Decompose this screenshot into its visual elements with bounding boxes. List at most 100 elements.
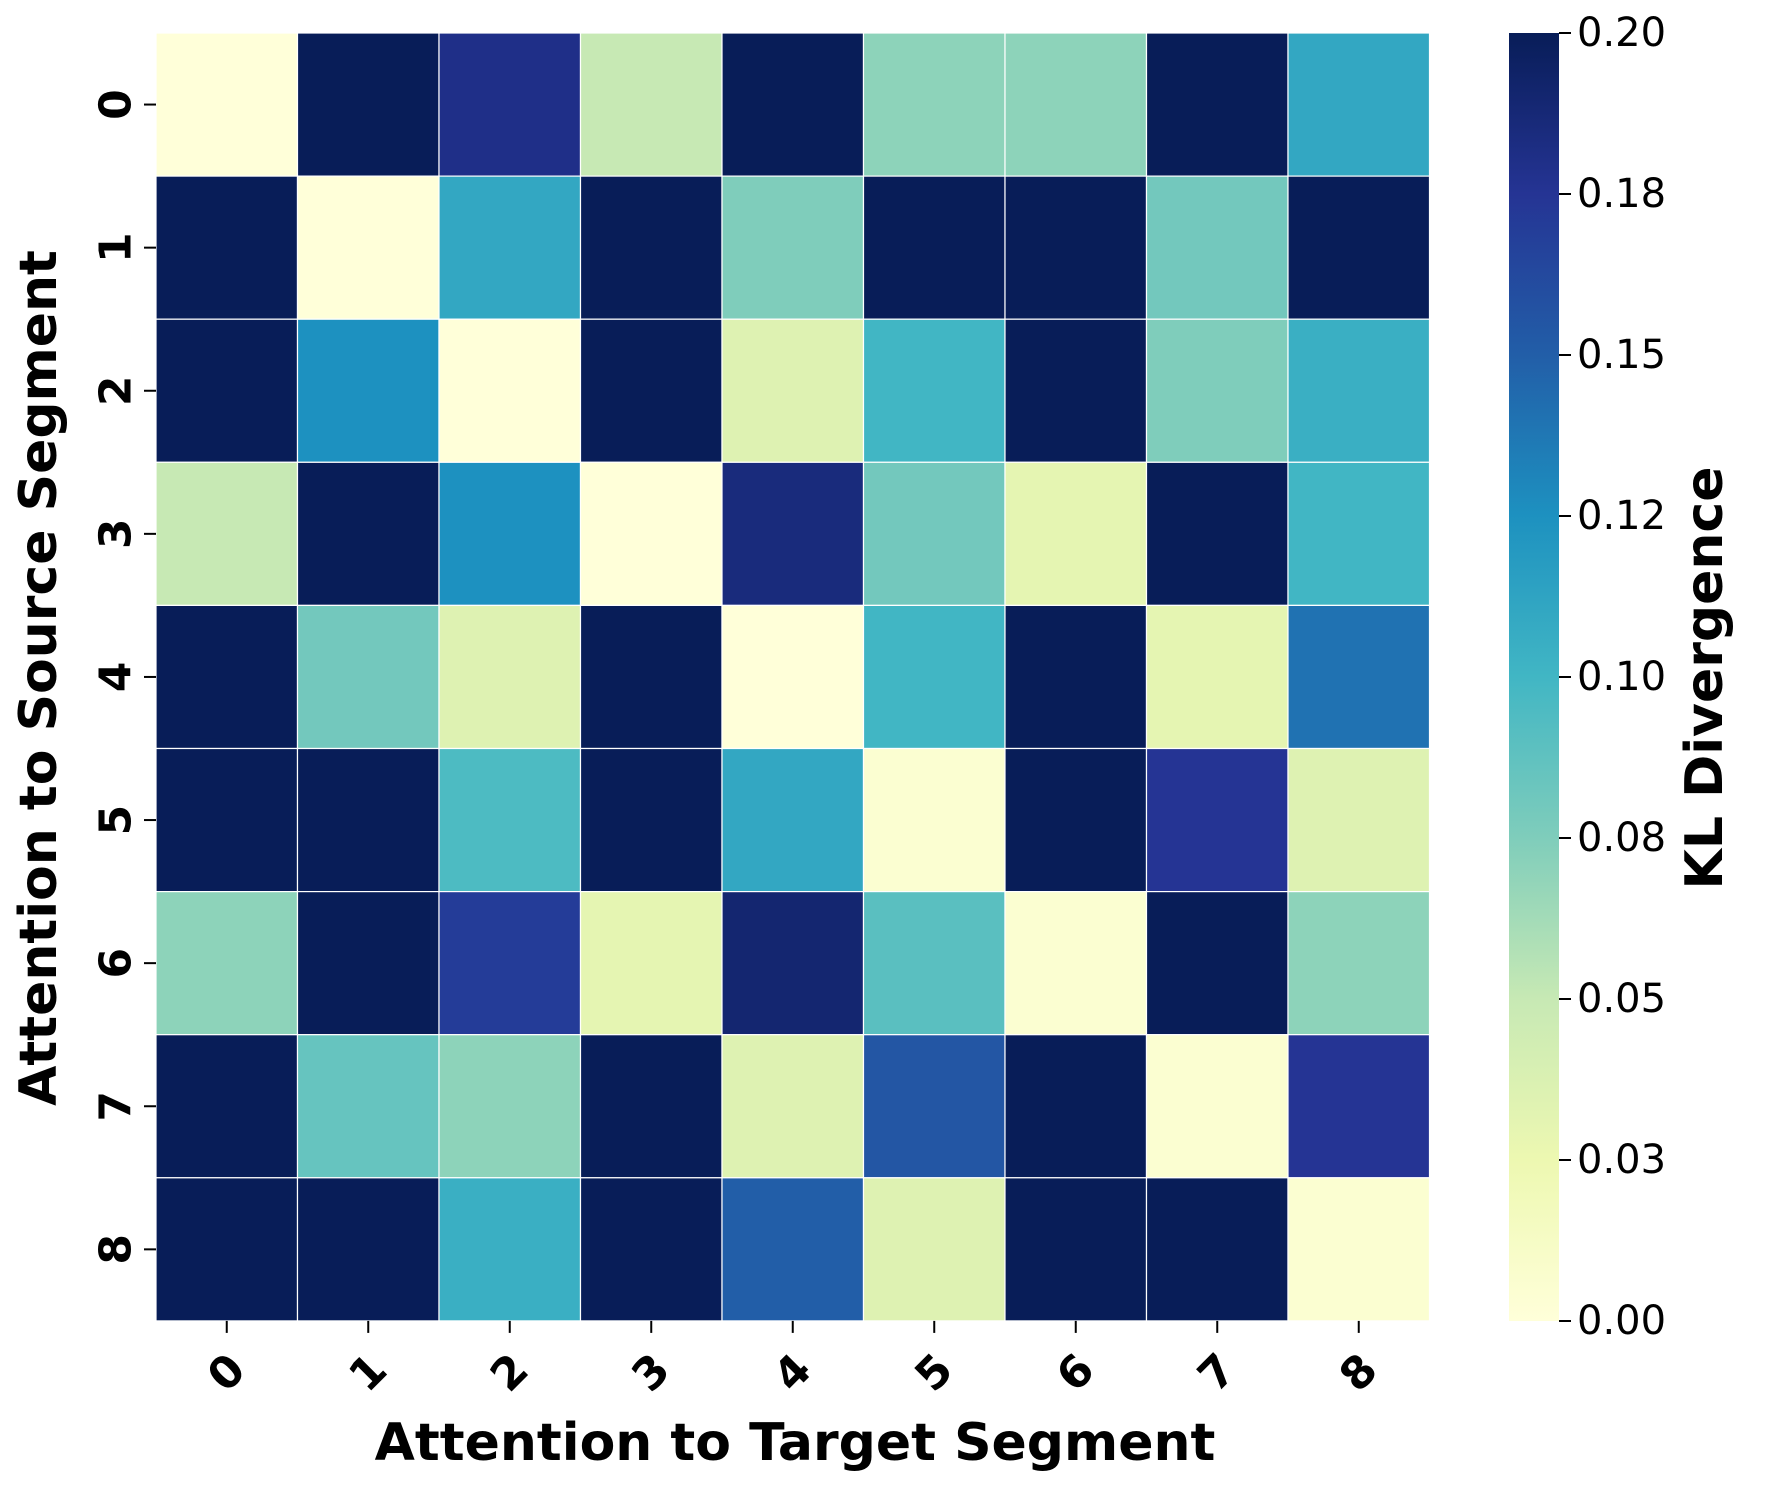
- heatmap-cell-r5-c1: [296, 747, 440, 893]
- heatmap-cell-r8-c6: [1004, 1177, 1148, 1322]
- heatmap-cell-r8-c0: [155, 1177, 299, 1322]
- heatmap-cell-r4-c6: [1004, 604, 1148, 750]
- heatmap-cell-r0-c2: [438, 32, 582, 177]
- heatmap-cell-r2-c5: [862, 318, 1006, 463]
- heatmap-cell-r1-c3: [579, 175, 723, 320]
- heatmap-cell-r1-c0: [155, 175, 299, 320]
- heatmap-cell-r4-c5: [862, 604, 1006, 750]
- colorbar-ticks: 0.00 0.03 0.05 0.08 0.10 0.12 0.15 0.18 0.20: [1559, 10, 1666, 1344]
- heatmap-cell-r0-c6: [1004, 32, 1148, 177]
- heatmap-cell-r8-c7: [1145, 1177, 1289, 1322]
- heatmap-cell-r5-c6: [1004, 747, 1148, 893]
- heatmap-cell-r0-c0: [155, 32, 299, 177]
- heatmap-cell-r1-c7: [1145, 175, 1289, 320]
- colorbar-tick-label-4: 0.10: [1577, 654, 1666, 700]
- heatmap-cell-r4-c1: [296, 604, 440, 750]
- colorbar-tick-label-0: 0.00: [1577, 1298, 1666, 1344]
- heatmap-cell-r0-c5: [862, 32, 1006, 177]
- heatmap-cell-r1-c2: [438, 175, 582, 320]
- heatmap-cell-r2-c0: [155, 318, 299, 463]
- heatmap-cell-r2-c7: [1145, 318, 1289, 463]
- colorbar-tick-label-1: 0.03: [1577, 1137, 1666, 1183]
- y-tick-label-3: 3: [91, 519, 142, 550]
- heatmap-cell-r0-c1: [296, 32, 440, 177]
- y-tick-label-6: 6: [91, 948, 142, 979]
- y-tick-label-2: 2: [91, 375, 142, 406]
- heatmap-cell-r0-c7: [1145, 32, 1289, 177]
- y-tick-label-1: 1: [91, 232, 142, 263]
- heatmap-cells: [155, 32, 1431, 1322]
- colorbar-tick-label-3: 0.08: [1577, 815, 1666, 861]
- y-tick-label-7: 7: [91, 1091, 142, 1122]
- heatmap-cell-r8-c2: [438, 1177, 582, 1322]
- heatmap-cell-r3-c8: [1287, 461, 1431, 606]
- heatmap-cell-r8-c3: [579, 1177, 723, 1322]
- x-tick-label-5: 5: [905, 1344, 963, 1402]
- heatmap-cell-r2-c8: [1287, 318, 1431, 463]
- x-axis-ticks: 0 1 2 3 4 5 6 7 8: [198, 1320, 1388, 1402]
- colorbar-title: KL Divergence: [1675, 467, 1735, 890]
- x-tick-label-4: 4: [764, 1344, 822, 1402]
- x-tick-label-1: 1: [339, 1344, 397, 1402]
- heatmap-cell-r3-c0: [155, 461, 299, 606]
- heatmap-cell-r2-c6: [1004, 318, 1148, 463]
- x-tick-label-6: 6: [1047, 1344, 1105, 1402]
- colorbar-tick-label-6: 0.15: [1577, 332, 1666, 378]
- heatmap-cell-r1-c6: [1004, 175, 1148, 320]
- heatmap-cell-r7-c8: [1287, 1034, 1431, 1179]
- heatmap-cell-r6-c6: [1004, 890, 1148, 1036]
- heatmap-cell-r7-c2: [438, 1034, 582, 1179]
- y-axis-ticks: 0 1 2 3 4 5 6 7 8: [91, 89, 156, 1265]
- heatmap-cell-r5-c0: [155, 747, 299, 893]
- heatmap-cell-r8-c8: [1287, 1177, 1431, 1322]
- heatmap-cell-r4-c7: [1145, 604, 1289, 750]
- heatmap-cell-r4-c0: [155, 604, 299, 750]
- x-tick-label-7: 7: [1188, 1344, 1246, 1402]
- heatmap-cell-r6-c4: [721, 890, 865, 1036]
- heatmap-cell-r2-c2: [438, 318, 582, 463]
- heatmap-cell-r3-c2: [438, 461, 582, 606]
- heatmap-cell-r6-c5: [862, 890, 1006, 1036]
- heatmap-cell-r0-c3: [579, 32, 723, 177]
- heatmap-cell-r4-c4: [721, 604, 865, 750]
- colorbar: [1509, 33, 1559, 1321]
- heatmap-cell-r4-c8: [1287, 604, 1431, 750]
- heatmap-cell-r4-c2: [438, 604, 582, 750]
- heatmap-cell-r6-c2: [438, 890, 582, 1036]
- heatmap-cell-r6-c7: [1145, 890, 1289, 1036]
- heatmap-cell-r4-c3: [579, 604, 723, 750]
- heatmap-cell-r5-c8: [1287, 747, 1431, 893]
- heatmap-cell-r7-c4: [721, 1034, 865, 1179]
- heatmap-cell-r5-c2: [438, 747, 582, 893]
- heatmap-cell-r7-c3: [579, 1034, 723, 1179]
- heatmap-cell-r3-c5: [862, 461, 1006, 606]
- colorbar-tick-label-8: 0.20: [1577, 10, 1666, 56]
- heatmap-cell-r7-c1: [296, 1034, 440, 1179]
- heatmap-cell-r3-c4: [721, 461, 865, 606]
- y-axis-title: Attention to Source Segment: [9, 250, 69, 1106]
- x-tick-label-0: 0: [198, 1344, 256, 1402]
- heatmap-cell-r0-c8: [1287, 32, 1431, 177]
- heatmap-cell-r8-c5: [862, 1177, 1006, 1322]
- heatmap-cell-r5-c3: [579, 747, 723, 893]
- heatmap-cell-r3-c6: [1004, 461, 1148, 606]
- colorbar-tick-label-5: 0.12: [1577, 493, 1666, 539]
- x-axis-title: Attention to Target Segment: [375, 1413, 1216, 1473]
- heatmap-cell-r7-c7: [1145, 1034, 1289, 1179]
- heatmap-cell-r2-c1: [296, 318, 440, 463]
- colorbar-tick-label-2: 0.05: [1577, 976, 1666, 1022]
- x-tick-label-3: 3: [622, 1344, 680, 1402]
- heatmap-cell-r7-c5: [862, 1034, 1006, 1179]
- heatmap-cell-r5-c7: [1145, 747, 1289, 893]
- heatmap-cell-r2-c4: [721, 318, 865, 463]
- heatmap-cell-r3-c1: [296, 461, 440, 606]
- heatmap-cell-r3-c7: [1145, 461, 1289, 606]
- y-tick-label-5: 5: [91, 805, 142, 836]
- heatmap-cell-r0-c4: [721, 32, 865, 177]
- heatmap-cell-r7-c0: [155, 1034, 299, 1179]
- heatmap-cell-r1-c1: [296, 175, 440, 320]
- y-tick-label-0: 0: [91, 89, 142, 120]
- colorbar-tick-label-7: 0.18: [1577, 171, 1666, 217]
- heatmap-cell-r7-c6: [1004, 1034, 1148, 1179]
